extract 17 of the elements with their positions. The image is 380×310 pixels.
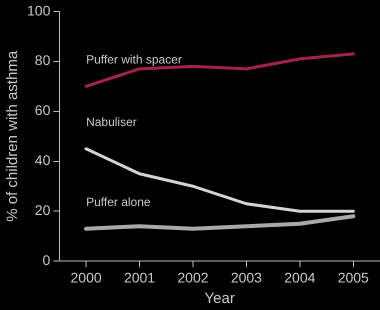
y-axis-title: % of children with asthma — [4, 50, 22, 222]
x-axis-title: Year — [204, 290, 235, 308]
y-tick-label: 100 — [27, 2, 51, 18]
series-label: Puffer alone — [86, 195, 151, 210]
series-label: Nabuliser — [86, 115, 137, 130]
x-tick-label: 2003 — [230, 269, 262, 286]
x-tick-label: 2002 — [177, 269, 209, 286]
x-tick-label: 2001 — [124, 269, 156, 286]
y-tick-label: 40 — [34, 152, 51, 168]
y-tick-label: 80 — [34, 52, 51, 68]
x-tick-label: 2005 — [338, 269, 370, 286]
series-label: Puffer with spacer — [86, 52, 182, 67]
y-tick-label: 0 — [42, 252, 51, 268]
y-tick-label: 20 — [34, 202, 51, 218]
x-tick-label: 2004 — [284, 269, 316, 286]
y-tick-label: 60 — [34, 102, 51, 118]
x-tick-label: 2000 — [70, 269, 102, 286]
